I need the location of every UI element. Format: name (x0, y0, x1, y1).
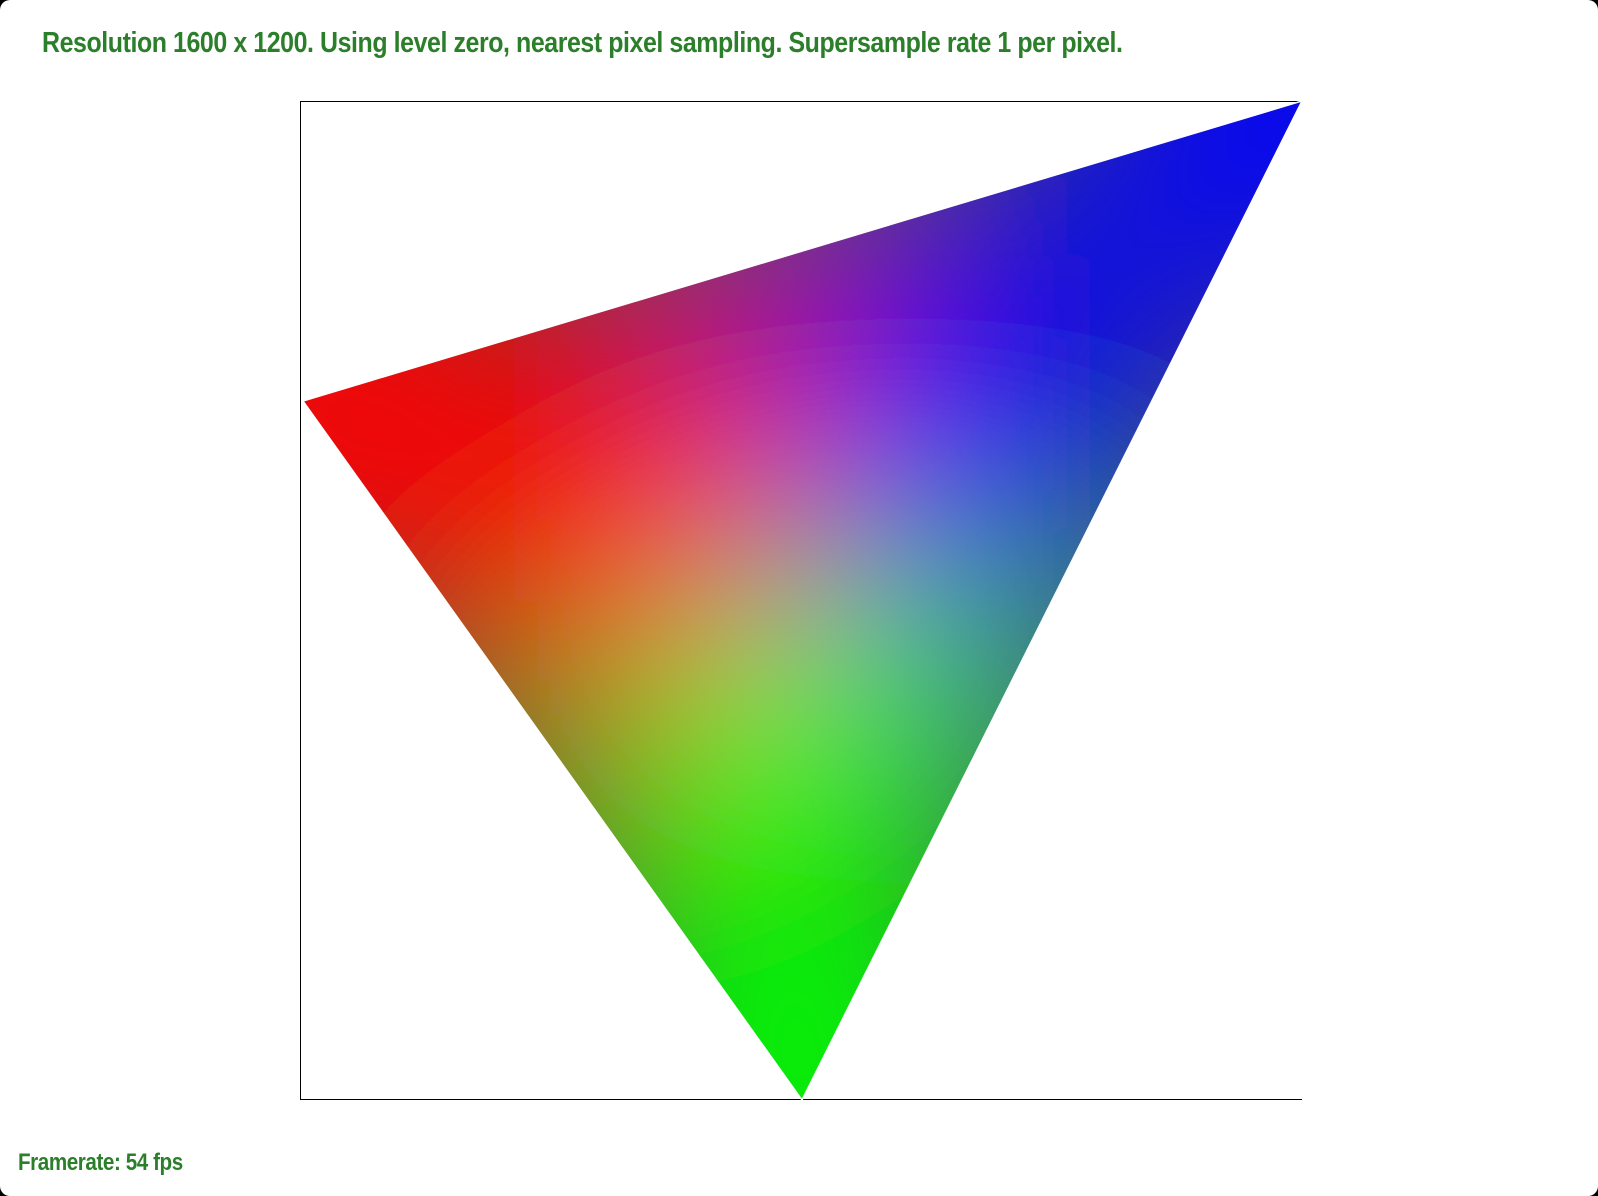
render-viewport[interactable] (300, 101, 1302, 1100)
render-canvas[interactable] (300, 101, 1302, 1100)
status-text: Resolution 1600 x 1200. Using level zero… (42, 27, 1123, 59)
framerate-readout: Framerate: 54 fps (18, 1149, 183, 1176)
triangle-edge (301, 101, 1302, 1100)
